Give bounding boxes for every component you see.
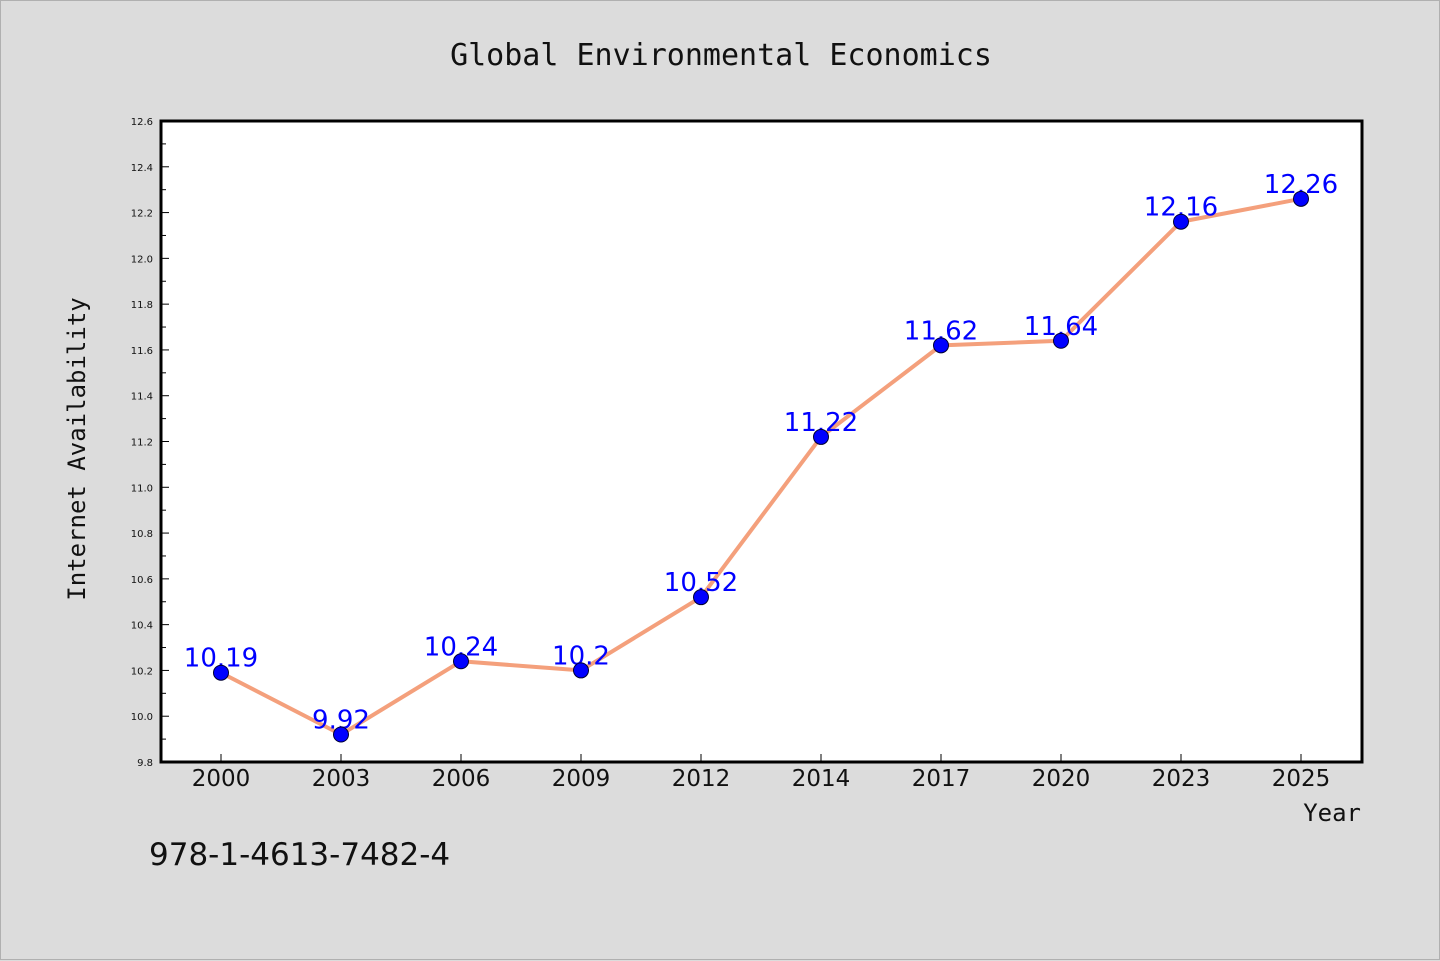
y-tick-label: 10.0 (131, 712, 153, 723)
x-tick-label: 2014 (792, 766, 851, 792)
y-axis: 9.8 10.0 10.2 10.4 10.6 10.8 11.0 11.2 11.4 11.6 1… (131, 117, 169, 769)
x-tick-label: 2012 (672, 766, 731, 792)
x-tick-label: 2006 (432, 766, 491, 792)
x-tick-label: 2025 (1272, 766, 1331, 792)
data-point (213, 664, 229, 681)
y-tick-label: 10.2 (131, 666, 153, 677)
y-tick-label: 11.4 (131, 392, 153, 403)
x-tick-label: 2017 (912, 766, 971, 792)
y-tick-label: 9.8 (137, 758, 153, 769)
data-point (333, 726, 349, 743)
y-tick-label: 11.8 (131, 300, 153, 311)
y-tick-label: 10.8 (131, 529, 153, 540)
y-tick-label: 12.2 (131, 209, 153, 220)
y-tick-label: 11.6 (131, 346, 153, 357)
y-axis-label: Internet Availability (63, 297, 91, 600)
x-tick-label: 2003 (312, 766, 371, 792)
data-point (573, 662, 589, 679)
data-point (1053, 332, 1069, 349)
y-tick-label: 11.0 (131, 483, 153, 494)
series-line (220, 196, 1302, 737)
y-tick-label: 12.6 (131, 117, 153, 128)
data-point (1173, 213, 1189, 230)
data-point (453, 653, 469, 670)
x-tick-label: 2009 (552, 766, 611, 792)
x-tick-label: 2020 (1032, 766, 1091, 792)
data-point (693, 589, 709, 606)
isbn-text: 978-1-4613-7482-4 (149, 837, 450, 873)
chart-title: Global Environmental Economics (450, 38, 992, 73)
data-point (1293, 190, 1309, 207)
data-point (813, 428, 829, 445)
y-tick-label: 10.6 (131, 575, 153, 586)
x-axis-label: Year (1303, 799, 1361, 827)
x-tick-label: 2000 (192, 766, 251, 792)
y-tick-label: 12.4 (131, 163, 153, 174)
y-tick-label: 11.2 (131, 438, 153, 449)
data-point (933, 337, 949, 354)
y-tick-label: 12.0 (131, 254, 153, 265)
x-tick-label: 2023 (1152, 766, 1211, 792)
plot-area (159, 119, 1364, 764)
x-axis: 2000 2003 2006 2009 2012 2014 2017 2020 2023 2025 (192, 754, 1331, 792)
y-tick-label: 10.4 (131, 621, 153, 632)
